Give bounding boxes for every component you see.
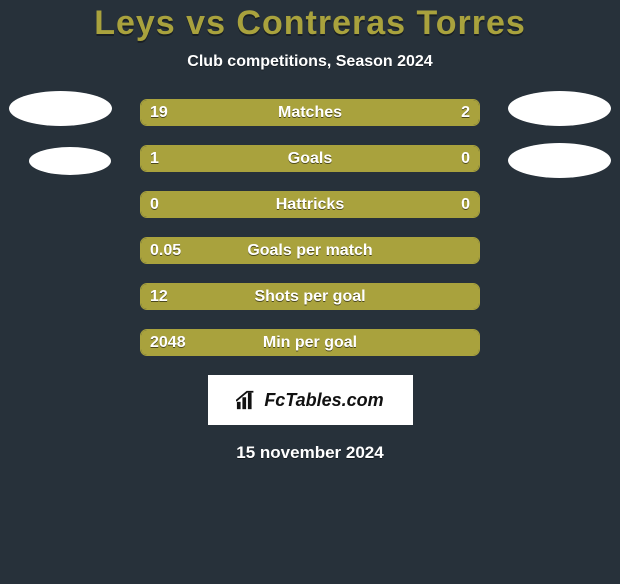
stat-row: Shots per goal12 — [140, 283, 480, 310]
stat-fill-left — [141, 192, 479, 217]
stat-track — [140, 237, 480, 264]
stat-track — [140, 283, 480, 310]
bar-chart-icon — [236, 390, 258, 410]
stat-fill-left — [141, 238, 479, 263]
player-right-avatar-2 — [508, 143, 611, 178]
stat-fill-left — [141, 146, 411, 171]
logo-text: FcTables.com — [264, 390, 383, 411]
stat-fill-right — [411, 146, 479, 171]
stat-row: Min per goal2048 — [140, 329, 480, 356]
date-text: 15 november 2024 — [0, 443, 620, 463]
stat-fill-right — [405, 100, 479, 125]
stat-rows: Matches192 Goals10 Hattricks00 Goals per ma… — [140, 99, 480, 356]
player-right-avatar-1 — [508, 91, 611, 126]
stat-fill-left — [141, 100, 405, 125]
stat-row: Hattricks00 — [140, 191, 480, 218]
fctables-logo[interactable]: FcTables.com — [208, 375, 413, 425]
player-left-avatar-2 — [29, 147, 111, 175]
stat-track — [140, 191, 480, 218]
page-subtitle: Club competitions, Season 2024 — [0, 53, 620, 71]
stat-track — [140, 145, 480, 172]
stat-row: Goals per match0.05 — [140, 237, 480, 264]
page-title: Leys vs Contreras Torres — [0, 4, 620, 43]
stat-track — [140, 329, 480, 356]
player-left-avatar-1 — [9, 91, 112, 126]
stat-fill-left — [141, 330, 479, 355]
stat-row: Matches192 — [140, 99, 480, 126]
stat-row: Goals10 — [140, 145, 480, 172]
comparison-area: Matches192 Goals10 Hattricks00 Goals per ma… — [0, 99, 620, 356]
stat-fill-left — [141, 284, 479, 309]
stat-track — [140, 99, 480, 126]
